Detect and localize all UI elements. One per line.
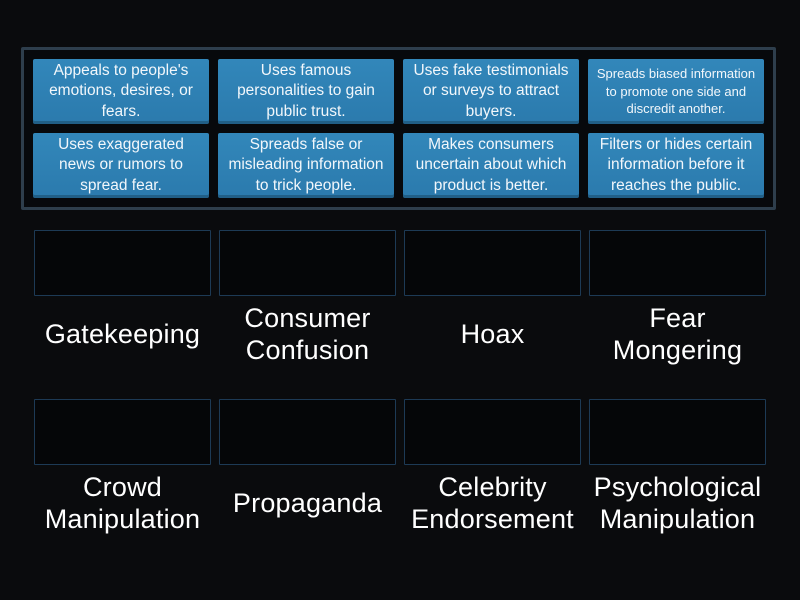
keyword-card[interactable]: Makes consumers uncertain about which pr… — [403, 133, 579, 198]
drop-slot-celebrity-endorsement[interactable] — [404, 399, 581, 465]
slot-label: Fear Mongering — [612, 303, 743, 365]
slot-label: Celebrity Endorsement — [411, 472, 574, 534]
match-cell: Consumer Confusion — [219, 230, 396, 367]
slot-label: Gatekeeping — [44, 319, 201, 350]
keyword-card[interactable]: Filters or hides certain information bef… — [588, 133, 764, 198]
drop-slot-fear-mongering[interactable] — [589, 230, 766, 296]
keyword-panel: Appeals to people's emotions, desires, o… — [21, 47, 776, 210]
match-group-2: Crowd Manipulation Propaganda Celebrity … — [34, 399, 766, 536]
keyword-card[interactable]: Appeals to people's emotions, desires, o… — [33, 59, 209, 124]
match-cell: Propaganda — [219, 399, 396, 536]
slot-label: Consumer Confusion — [244, 303, 371, 365]
keyword-card[interactable]: Uses exaggerated news or rumors to sprea… — [33, 133, 209, 198]
match-group-1: Gatekeeping Consumer Confusion Hoax Fear… — [34, 230, 766, 367]
drop-slot-psychological-manipulation[interactable] — [589, 399, 766, 465]
match-cell: Hoax — [404, 230, 581, 367]
drop-slot-gatekeeping[interactable] — [34, 230, 211, 296]
match-cell: Fear Mongering — [589, 230, 766, 367]
drop-slot-consumer-confusion[interactable] — [219, 230, 396, 296]
slot-label: Hoax — [460, 319, 525, 350]
drop-slot-hoax[interactable] — [404, 230, 581, 296]
keyword-card[interactable]: Uses famous personalities to gain public… — [218, 59, 394, 124]
match-cell: Celebrity Endorsement — [404, 399, 581, 536]
drop-slot-propaganda[interactable] — [219, 399, 396, 465]
keyword-card[interactable]: Spreads false or misleading information … — [218, 133, 394, 198]
drop-slot-crowd-manipulation[interactable] — [34, 399, 211, 465]
match-cell: Crowd Manipulation — [34, 399, 211, 536]
match-cell: Gatekeeping — [34, 230, 211, 367]
keyword-card[interactable]: Spreads biased information to promote on… — [588, 59, 764, 124]
slot-label: Crowd Manipulation — [44, 472, 201, 534]
match-cell: Psychological Manipulation — [589, 399, 766, 536]
slot-label: Propaganda — [232, 488, 383, 519]
keyword-card[interactable]: Uses fake testimonials or surveys to att… — [403, 59, 579, 124]
slot-label: Psychological Manipulation — [593, 472, 762, 534]
